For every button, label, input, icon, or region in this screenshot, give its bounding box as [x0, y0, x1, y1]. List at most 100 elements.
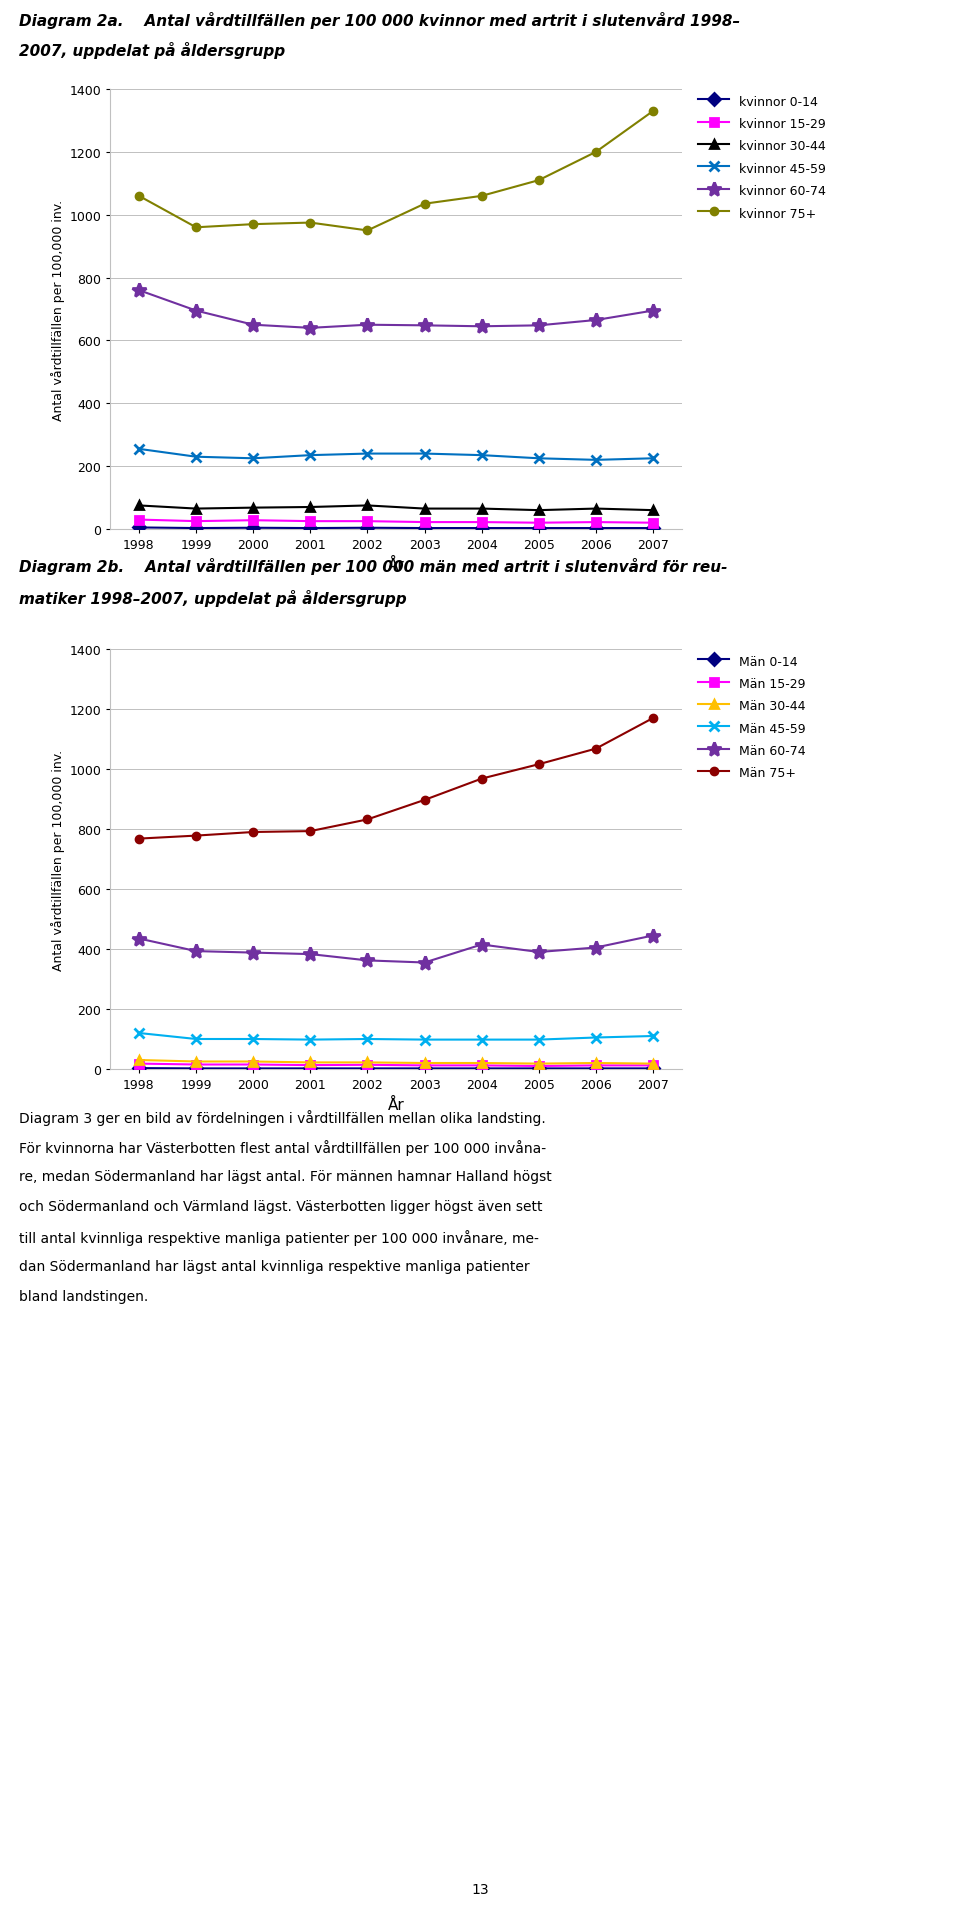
kvinnor 15-29	[419, 511, 430, 534]
Män 15-29	[190, 1053, 202, 1076]
Line: kvinnor 15-29: kvinnor 15-29	[134, 517, 658, 528]
Män 75+	[304, 821, 316, 844]
Män 75+	[190, 825, 202, 848]
X-axis label: År: År	[388, 557, 404, 572]
kvinnor 0-14	[476, 517, 488, 540]
Män 15-29	[248, 1053, 259, 1076]
Män 45-59	[304, 1028, 316, 1051]
Män 45-59	[590, 1026, 602, 1049]
Text: dan Södermanland har lägst antal kvinnliga respektive manliga patienter: dan Södermanland har lägst antal kvinnli…	[19, 1259, 530, 1273]
kvinnor 60-74	[647, 300, 659, 323]
Män 45-59	[190, 1028, 202, 1051]
kvinnor 30-44	[533, 500, 544, 523]
kvinnor 45-59	[419, 442, 430, 465]
kvinnor 75+	[419, 193, 430, 216]
Line: Män 60-74: Män 60-74	[132, 928, 660, 970]
Män 60-74	[647, 924, 659, 947]
Text: Diagram 2b.    Antal vårdtillfällen per 100 000 män med artrit i slutenvård för : Diagram 2b. Antal vårdtillfällen per 100…	[19, 557, 728, 574]
kvinnor 45-59	[304, 444, 316, 467]
kvinnor 75+	[590, 142, 602, 165]
Line: Män 75+: Män 75+	[134, 714, 658, 844]
Män 30-44	[133, 1049, 145, 1072]
Line: kvinnor 30-44: kvinnor 30-44	[134, 501, 658, 515]
Text: För kvinnorna har Västerbotten flest antal vårdtillfällen per 100 000 invåna-: För kvinnorna har Västerbotten flest ant…	[19, 1139, 546, 1156]
Män 75+	[362, 808, 373, 831]
Män 45-59	[362, 1028, 373, 1051]
kvinnor 30-44	[476, 498, 488, 521]
Män 30-44	[248, 1051, 259, 1074]
Män 75+	[533, 754, 544, 777]
kvinnor 45-59	[133, 438, 145, 461]
Män 30-44	[647, 1053, 659, 1076]
kvinnor 0-14	[190, 517, 202, 540]
kvinnor 15-29	[476, 511, 488, 534]
Text: bland landstingen.: bland landstingen.	[19, 1290, 149, 1303]
Män 60-74	[476, 934, 488, 957]
Män 60-74	[533, 942, 544, 965]
kvinnor 30-44	[190, 498, 202, 521]
kvinnor 45-59	[248, 448, 259, 471]
kvinnor 30-44	[248, 498, 259, 521]
Män 30-44	[419, 1053, 430, 1076]
Line: kvinnor 60-74: kvinnor 60-74	[132, 283, 660, 335]
kvinnor 15-29	[362, 511, 373, 534]
kvinnor 30-44	[362, 494, 373, 517]
kvinnor 60-74	[190, 300, 202, 323]
kvinnor 0-14	[362, 517, 373, 540]
Män 0-14	[362, 1057, 373, 1079]
Män 30-44	[533, 1053, 544, 1076]
Legend: kvinnor 0-14, kvinnor 15-29, kvinnor 30-44, kvinnor 45-59, kvinnor 60-74, kvinno: kvinnor 0-14, kvinnor 15-29, kvinnor 30-…	[693, 90, 831, 226]
Män 45-59	[419, 1028, 430, 1051]
kvinnor 45-59	[362, 442, 373, 465]
kvinnor 75+	[533, 170, 544, 193]
kvinnor 0-14	[133, 517, 145, 540]
kvinnor 15-29	[533, 511, 544, 534]
Män 0-14	[533, 1057, 544, 1079]
kvinnor 30-44	[304, 496, 316, 519]
Män 30-44	[476, 1053, 488, 1076]
Line: kvinnor 75+: kvinnor 75+	[134, 107, 658, 235]
Män 15-29	[362, 1055, 373, 1078]
kvinnor 75+	[248, 214, 259, 237]
Text: matiker 1998–2007, uppdelat på åldersgrupp: matiker 1998–2007, uppdelat på åldersgru…	[19, 590, 407, 607]
Män 75+	[476, 768, 488, 790]
Män 75+	[419, 789, 430, 812]
Legend: Män 0-14, Män 15-29, Män 30-44, Män 45-59, Män 60-74, Män 75+: Män 0-14, Män 15-29, Män 30-44, Män 45-5…	[693, 649, 811, 785]
kvinnor 75+	[362, 220, 373, 243]
kvinnor 0-14	[419, 517, 430, 540]
Män 45-59	[133, 1022, 145, 1045]
Y-axis label: Antal vårdtillfällen per 100,000 inv.: Antal vårdtillfällen per 100,000 inv.	[52, 199, 65, 421]
kvinnor 30-44	[133, 494, 145, 517]
Män 15-29	[133, 1053, 145, 1076]
kvinnor 0-14	[590, 517, 602, 540]
Män 60-74	[133, 928, 145, 951]
Text: och Södermanland och Värmland lägst. Västerbotten ligger högst även sett: och Södermanland och Värmland lägst. Väs…	[19, 1200, 542, 1213]
kvinnor 15-29	[647, 511, 659, 534]
Y-axis label: Antal vårdtillfällen per 100,000 inv.: Antal vårdtillfällen per 100,000 inv.	[52, 748, 65, 970]
Män 15-29	[590, 1055, 602, 1078]
kvinnor 75+	[647, 100, 659, 122]
Män 0-14	[304, 1057, 316, 1079]
kvinnor 60-74	[419, 314, 430, 337]
kvinnor 75+	[133, 186, 145, 209]
kvinnor 60-74	[590, 310, 602, 333]
Text: Diagram 3 ger en bild av fördelningen i vårdtillfällen mellan olika landsting.: Diagram 3 ger en bild av fördelningen i …	[19, 1110, 546, 1125]
kvinnor 60-74	[476, 316, 488, 339]
Män 15-29	[647, 1055, 659, 1078]
X-axis label: År: År	[388, 1097, 404, 1112]
Män 60-74	[362, 949, 373, 972]
Line: Män 0-14: Män 0-14	[134, 1064, 658, 1074]
Text: 2007, uppdelat på åldersgrupp: 2007, uppdelat på åldersgrupp	[19, 42, 285, 59]
Män 0-14	[647, 1057, 659, 1079]
kvinnor 30-44	[419, 498, 430, 521]
Män 45-59	[533, 1028, 544, 1051]
Line: Män 15-29: Män 15-29	[134, 1060, 658, 1070]
Män 0-14	[190, 1057, 202, 1079]
Text: 13: 13	[471, 1881, 489, 1897]
kvinnor 45-59	[190, 446, 202, 469]
Text: till antal kvinnliga respektive manliga patienter per 100 000 invånare, me-: till antal kvinnliga respektive manliga …	[19, 1229, 540, 1246]
Män 0-14	[133, 1057, 145, 1079]
Män 15-29	[476, 1055, 488, 1078]
kvinnor 15-29	[190, 511, 202, 534]
kvinnor 15-29	[590, 511, 602, 534]
